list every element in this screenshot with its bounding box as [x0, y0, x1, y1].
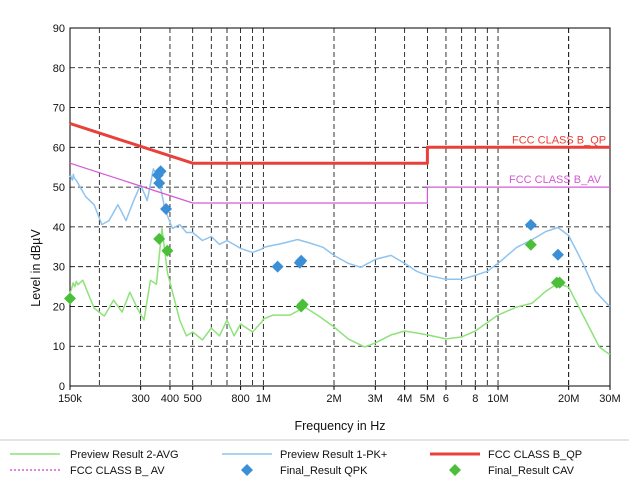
limit-labels: FCC CLASS B_QP FCC CLASS B_AV	[509, 134, 606, 186]
y-tick-label: 50	[53, 182, 65, 194]
data-point-diamond	[524, 238, 537, 251]
data-point-diamond	[553, 276, 566, 289]
data-point-diamond	[154, 165, 167, 178]
y-tick-label: 20	[53, 301, 65, 313]
x-tick-label: 20M	[558, 393, 579, 405]
legend-label: Preview Result 1-PK+	[280, 449, 387, 461]
x-tick-label: 30M	[599, 393, 620, 405]
data-point-diamond	[153, 177, 166, 190]
series-lines	[69, 122, 611, 355]
legend-label: FCC CLASS B_QP	[488, 449, 582, 461]
x-tick-label: 10M	[487, 393, 508, 405]
legend: Preview Result 2-AVG Preview Result 1-PK+…	[10, 449, 582, 477]
data-point-diamond	[551, 248, 564, 261]
x-tick-label: 500	[184, 393, 202, 405]
data-point-diamond	[153, 232, 166, 245]
x-tick-label: 400	[161, 393, 179, 405]
y-tick-label: 40	[53, 222, 65, 234]
x-tick-label: 150k	[58, 393, 82, 405]
x-axis-ticks: 150k 300 400 500 800 1M 2M 3M 4M 5M 6 8 10M 20M 30M	[58, 386, 621, 405]
legend-label: Preview Result 2-AVG	[70, 449, 179, 461]
series-line	[69, 168, 611, 308]
series-line	[69, 227, 611, 355]
data-point-diamond	[271, 260, 284, 273]
data-point-diamond	[524, 218, 537, 231]
x-tick-label: 800	[231, 393, 249, 405]
data-point-diamond	[295, 254, 308, 267]
y-axis-ticks: 0 10 20 30 40 50 60 70 80 90	[53, 23, 65, 393]
x-tick-label: 2M	[326, 393, 341, 405]
data-point-diamond	[64, 292, 76, 305]
plot-area	[69, 27, 611, 387]
y-axis-label: Level in dBµV	[29, 229, 43, 307]
data-point-diamond	[160, 202, 173, 215]
y-tick-label: 30	[53, 262, 65, 274]
y-tick-label: 60	[53, 142, 65, 154]
legend-label: Final_Result CAV	[488, 465, 575, 477]
y-tick-label: 70	[53, 103, 65, 115]
y-tick-label: 90	[53, 23, 65, 35]
y-tick-label: 0	[59, 381, 65, 393]
x-tick-label: 5M	[420, 393, 435, 405]
x-tick-label: 1M	[256, 393, 271, 405]
x-tick-label: 6	[443, 393, 449, 405]
x-tick-label: 4M	[397, 393, 412, 405]
qp-limit-label: FCC CLASS B_QP	[512, 134, 606, 146]
legend-label: FCC CLASS B_ AV	[70, 465, 165, 477]
data-point-diamond	[161, 244, 174, 257]
series-line	[69, 162, 610, 204]
series-line	[69, 122, 610, 165]
series-markers	[64, 165, 566, 313]
y-tick-label: 80	[53, 63, 65, 75]
legend-label: Final_Result QPK	[280, 465, 368, 477]
x-tick-label: 3M	[368, 393, 383, 405]
y-tick-label: 10	[53, 341, 65, 353]
legend-swatch-diamond	[241, 464, 253, 476]
data-point-diamond	[296, 298, 309, 311]
x-tick-label: 300	[131, 393, 149, 405]
legend-swatch-diamond	[449, 464, 461, 476]
av-limit-label: FCC CLASS B_AV	[509, 174, 602, 186]
x-tick-label: 8	[472, 393, 478, 405]
x-axis-label: Frequency in Hz	[294, 419, 385, 433]
